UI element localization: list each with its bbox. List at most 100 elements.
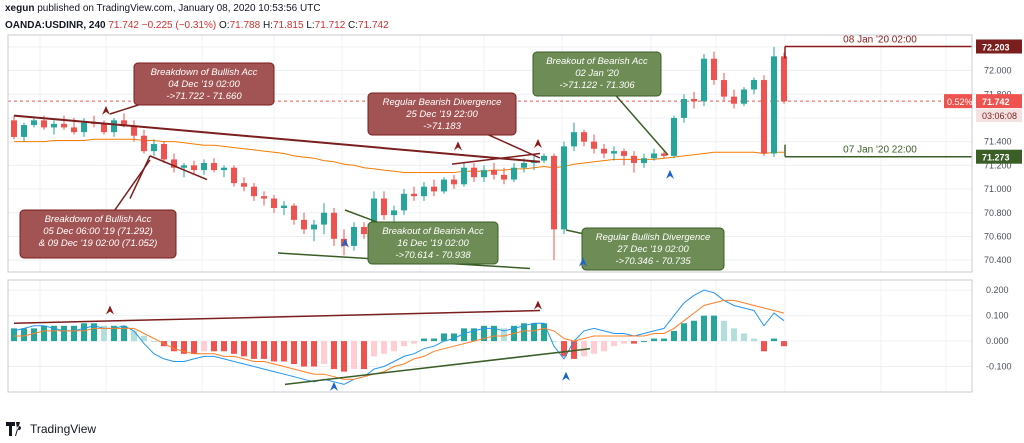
y-tick-label: 71.200 bbox=[984, 160, 1012, 170]
y-tick-label: 72.000 bbox=[984, 66, 1012, 76]
candle-body bbox=[541, 155, 547, 161]
macd-histogram-bar bbox=[431, 338, 437, 342]
macd-histogram-bar bbox=[271, 341, 277, 362]
candle-body bbox=[781, 56, 787, 102]
annotation-box bbox=[133, 62, 275, 106]
percent-tag-bg bbox=[944, 94, 972, 109]
macd-histogram-bar bbox=[311, 341, 317, 367]
candle-body bbox=[611, 151, 617, 154]
macd-histogram-bar bbox=[221, 341, 227, 352]
tradingview-logo-icon[interactable] bbox=[6, 422, 26, 436]
candle-body bbox=[771, 56, 777, 154]
y-tick-label: 70.400 bbox=[984, 255, 1012, 265]
candle-body bbox=[221, 167, 227, 171]
candle-body bbox=[731, 96, 737, 104]
candle-body bbox=[261, 196, 267, 199]
macd-histogram-bar bbox=[151, 341, 157, 343]
macd-histogram-bar bbox=[61, 325, 67, 342]
annotation-line: Regular Bullish Divergence bbox=[596, 232, 711, 243]
symbol-label[interactable]: OANDA:USDINR, 240 bbox=[5, 20, 106, 31]
macd-y-tick-label: 0.000 bbox=[986, 336, 1009, 346]
macd-histogram-bar bbox=[661, 338, 667, 342]
annotation-line: 02 Jan '20 bbox=[575, 68, 619, 79]
candle-body bbox=[561, 146, 567, 230]
y-tick-label: 70.600 bbox=[984, 231, 1012, 241]
bear-signal-icon-shape bbox=[106, 305, 114, 315]
macd-histogram-bar bbox=[351, 341, 357, 370]
macd-histogram-bar bbox=[781, 341, 787, 347]
candle-body bbox=[421, 186, 427, 197]
candle-body bbox=[181, 165, 187, 168]
annotation-box bbox=[367, 92, 517, 136]
macd-histogram-bar bbox=[301, 341, 307, 367]
candle-body bbox=[471, 167, 477, 178]
candle-body bbox=[511, 167, 517, 180]
low-value: 71.712 bbox=[314, 20, 346, 31]
macd-histogram-bar bbox=[281, 341, 287, 362]
annotation-line: Breakdown of Bullish Acc bbox=[45, 214, 152, 225]
macd-histogram-bar bbox=[531, 323, 537, 342]
macd-histogram-bar bbox=[421, 338, 427, 342]
candle-body bbox=[571, 132, 577, 147]
candle-body bbox=[691, 98, 697, 102]
footer: TradingView bbox=[0, 418, 1024, 443]
candle-body bbox=[381, 198, 387, 216]
macd-histogram-bar bbox=[721, 320, 727, 342]
candle-body bbox=[391, 210, 397, 216]
rocket-signal-icon bbox=[330, 381, 338, 391]
candle-body bbox=[481, 170, 487, 178]
annotation-line: ->71.722 - 71.660 bbox=[166, 91, 242, 102]
open-value: 71.788 bbox=[229, 20, 261, 31]
macd-y-tick-label: 0.200 bbox=[986, 285, 1009, 295]
price-pane bbox=[8, 45, 972, 270]
current-price-tag-bg bbox=[976, 94, 1022, 109]
rocket-signal-icon-shape bbox=[666, 169, 674, 179]
y-tick-label: 70.800 bbox=[984, 208, 1012, 218]
countdown-label: 03:06:08 bbox=[982, 111, 1017, 121]
chart-canvas[interactable]: 72.20072.00071.80071.60071.40071.20071.0… bbox=[0, 0, 1024, 418]
macd-histogram-bar bbox=[471, 328, 477, 342]
tradingview-brand[interactable]: TradingView bbox=[30, 422, 97, 436]
macd-histogram-bar bbox=[501, 328, 507, 342]
macd-histogram-bar bbox=[261, 341, 267, 359]
candle-body bbox=[331, 212, 337, 239]
macd-histogram-bar bbox=[591, 341, 597, 354]
macd-histogram-bar bbox=[81, 323, 87, 342]
publisher-name[interactable]: xegun bbox=[5, 3, 35, 14]
macd-histogram-bar bbox=[771, 338, 777, 342]
symbol-line: OANDA:USDINR, 240 71.742 −0.225 (−0.31%)… bbox=[5, 20, 389, 31]
annotation-line: 04 Dec '19 02:00 bbox=[168, 79, 240, 90]
candle-body bbox=[581, 132, 587, 142]
macd-histogram-bar bbox=[251, 341, 257, 359]
chart-header: xegun published on TradingView.com, Janu… bbox=[0, 0, 1024, 34]
macd-histogram-bar bbox=[681, 323, 687, 342]
macd-histogram-bar bbox=[391, 341, 397, 352]
high-value: 71.815 bbox=[272, 20, 304, 31]
annotation-line: Breakdown of Bullish Acc bbox=[151, 67, 258, 78]
candle-body bbox=[51, 123, 57, 128]
macd-histogram-bar bbox=[551, 341, 557, 343]
macd-histogram-bar bbox=[371, 341, 377, 357]
rocket-signal-icon bbox=[341, 238, 349, 248]
annotation-line: & 09 Dec '19 02:00 (71.052) bbox=[39, 238, 158, 249]
macd-histogram-bar bbox=[461, 328, 467, 342]
macd-bullish-divergence-line bbox=[284, 347, 591, 386]
macd-histogram-bar bbox=[181, 341, 187, 354]
macd-histogram-bar bbox=[731, 328, 737, 342]
macd-histogram-bar bbox=[171, 341, 177, 352]
macd-histogram-bar bbox=[201, 341, 207, 352]
macd-histogram-bar bbox=[411, 341, 417, 344]
candle-body bbox=[661, 153, 667, 156]
candle-body bbox=[371, 198, 377, 235]
candle-body bbox=[61, 123, 67, 128]
candle-body bbox=[11, 120, 17, 137]
macd-y-tick-label: -0.100 bbox=[986, 362, 1012, 372]
macd-histogram-bar bbox=[291, 341, 297, 364]
bear-signal-icon-shape bbox=[534, 300, 542, 310]
macd-pane-frame bbox=[7, 279, 973, 393]
annotation-line: 16 Dec '19 02:00 bbox=[397, 238, 469, 249]
publish-line: xegun published on TradingView.com, Janu… bbox=[5, 3, 321, 14]
candle-body bbox=[191, 165, 197, 171]
bear-signal-icon-shape bbox=[102, 105, 110, 115]
macd-histogram-bar bbox=[611, 341, 617, 347]
